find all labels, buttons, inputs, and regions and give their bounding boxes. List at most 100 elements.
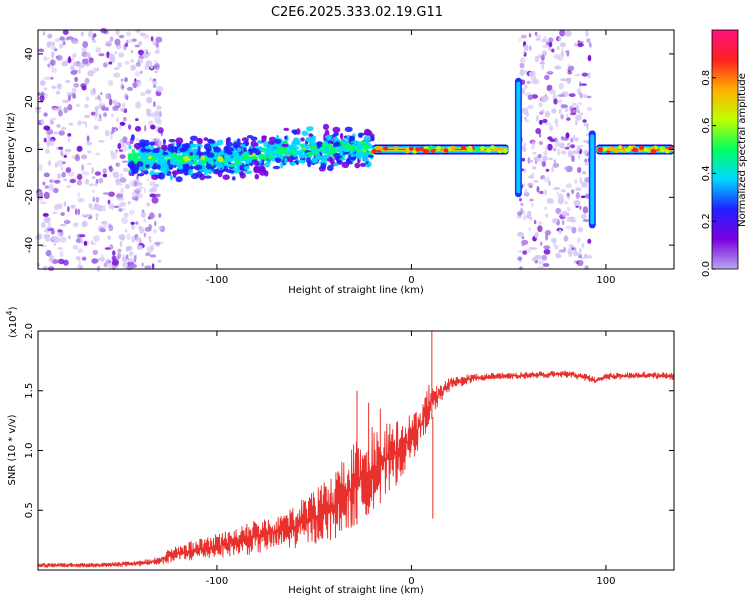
noise-speckle <box>561 220 565 226</box>
signal-blob <box>163 168 167 176</box>
signal-blob <box>195 171 203 178</box>
noise-speckle <box>56 159 64 167</box>
noise-speckle <box>540 54 545 61</box>
noise-speckle <box>558 109 562 114</box>
noise-speckle <box>85 52 91 58</box>
noise-speckle <box>558 36 562 42</box>
colorbar-tick-label: 0.4 <box>701 165 712 181</box>
noise-speckle <box>152 39 156 46</box>
y-tick-label: 0.5 <box>24 502 35 518</box>
signal-blob <box>226 163 233 167</box>
noise-speckle <box>532 166 537 170</box>
noise-speckle <box>526 210 532 216</box>
signal-blob <box>321 142 326 147</box>
signal-blob <box>148 151 154 156</box>
noise-speckle <box>50 230 55 235</box>
noise-speckle <box>122 261 128 268</box>
noise-speckle <box>85 141 93 146</box>
noise-speckle <box>551 167 554 172</box>
noise-speckle <box>97 118 103 122</box>
noise-speckle <box>558 211 561 216</box>
noise-speckle <box>92 67 97 74</box>
noise-speckle <box>113 72 121 78</box>
signal-blob <box>259 165 265 172</box>
signal-blob <box>167 159 171 166</box>
signal-blob <box>363 144 368 151</box>
noise-speckle <box>93 235 100 242</box>
noise-speckle <box>137 182 143 186</box>
noise-speckle <box>564 107 569 113</box>
noise-speckle <box>109 36 114 42</box>
noise-speckle <box>109 165 113 173</box>
noise-speckle <box>551 108 557 114</box>
noise-speckle <box>96 67 100 72</box>
noise-speckle <box>555 123 559 128</box>
carrier-blob <box>422 148 428 154</box>
noise-speckle <box>85 213 91 218</box>
noise-speckle <box>551 48 555 53</box>
noise-speckle <box>67 206 70 213</box>
signal-blob <box>304 144 311 150</box>
noise-speckle <box>146 97 153 104</box>
snr-peaks <box>356 331 434 525</box>
noise-speckle <box>547 143 553 151</box>
noise-speckle <box>145 108 152 114</box>
noise-speckle <box>108 61 113 65</box>
signal-blob <box>350 145 354 151</box>
noise-speckle <box>545 213 549 218</box>
signal-blob <box>208 140 216 144</box>
noise-speckle <box>67 57 72 64</box>
noise-speckle <box>119 240 123 247</box>
signal-blob <box>316 141 323 146</box>
y-tick-label: -20 <box>24 189 35 205</box>
noise-speckle <box>46 41 53 46</box>
noise-speckle <box>95 217 98 220</box>
noise-speckle <box>85 96 90 102</box>
signal-blob <box>187 165 196 170</box>
signal-blob <box>263 141 268 148</box>
noise-speckle <box>566 192 570 198</box>
noise-speckle <box>117 197 125 201</box>
signal-blob <box>175 137 184 145</box>
noise-speckle <box>44 76 51 81</box>
noise-speckle <box>140 91 146 97</box>
noise-speckle <box>45 249 52 257</box>
noise-speckle <box>146 178 150 182</box>
noise-speckle <box>68 235 71 240</box>
noise-speckle <box>43 112 48 117</box>
noise-speckle <box>156 105 162 111</box>
noise-speckle <box>70 204 76 209</box>
noise-speckle <box>582 206 589 214</box>
signal-blob <box>258 146 263 152</box>
noise-speckle <box>82 58 89 65</box>
noise-speckle <box>103 62 108 68</box>
signal-blob <box>253 165 260 172</box>
noise-speckle <box>565 113 569 118</box>
noise-speckle <box>77 192 80 198</box>
y-tick-label: 40 <box>24 48 35 61</box>
noise-speckle <box>71 93 76 99</box>
noise-speckle <box>534 31 538 36</box>
signal-blob <box>264 151 271 158</box>
noise-speckle <box>567 196 571 200</box>
signal-blob <box>330 149 338 154</box>
noise-speckle <box>156 85 164 93</box>
noise-speckle <box>86 135 90 143</box>
noise-speckle <box>531 203 534 207</box>
noise-speckle <box>558 82 564 90</box>
carrier-blob <box>467 145 473 151</box>
svg-text:(x104): (x104) <box>5 306 19 338</box>
signal-blob <box>251 155 259 160</box>
noise-speckle <box>519 69 525 76</box>
noise-speckle <box>71 53 75 61</box>
noise-speckle <box>44 185 49 189</box>
snr-x-axis-label: Height of straight line (km) <box>288 585 424 596</box>
noise-speckle <box>587 72 591 79</box>
noise-speckle <box>115 183 123 186</box>
colorbar-gradient <box>712 30 738 269</box>
signal-blob <box>146 149 152 153</box>
noise-speckle <box>125 246 128 252</box>
noise-speckle <box>106 40 112 48</box>
noise-speckle <box>78 68 81 75</box>
noise-speckle <box>582 140 590 143</box>
